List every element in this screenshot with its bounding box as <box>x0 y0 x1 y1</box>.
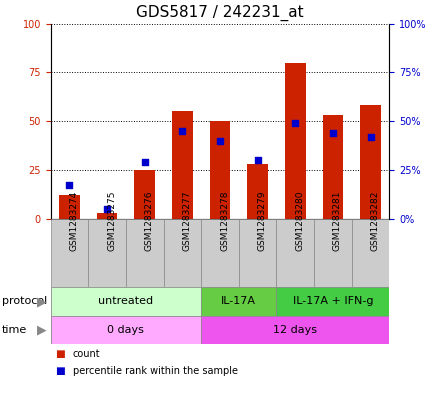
Text: GSM1283277: GSM1283277 <box>182 190 191 251</box>
Point <box>179 128 186 134</box>
Bar <box>247 164 268 219</box>
FancyBboxPatch shape <box>314 219 352 287</box>
Point <box>367 134 374 140</box>
Point <box>216 138 224 144</box>
Text: GSM1283280: GSM1283280 <box>295 190 304 251</box>
FancyBboxPatch shape <box>201 287 276 316</box>
Text: ▶: ▶ <box>37 323 46 336</box>
Text: 12 days: 12 days <box>273 325 317 335</box>
Text: time: time <box>2 325 27 335</box>
Text: GSM1283282: GSM1283282 <box>370 190 380 251</box>
FancyBboxPatch shape <box>201 219 239 287</box>
Point <box>66 182 73 189</box>
Text: IL-17A: IL-17A <box>221 296 257 307</box>
Point <box>103 206 110 212</box>
Text: GDS5817 / 242231_at: GDS5817 / 242231_at <box>136 5 304 21</box>
FancyBboxPatch shape <box>276 219 314 287</box>
Text: percentile rank within the sample: percentile rank within the sample <box>73 366 238 376</box>
FancyBboxPatch shape <box>51 316 201 344</box>
FancyBboxPatch shape <box>352 219 389 287</box>
FancyBboxPatch shape <box>164 219 201 287</box>
Text: GSM1283276: GSM1283276 <box>145 190 154 251</box>
Point <box>141 159 148 165</box>
Text: ■: ■ <box>55 349 65 359</box>
Text: GSM1283278: GSM1283278 <box>220 190 229 251</box>
Bar <box>172 111 193 219</box>
Bar <box>323 115 343 219</box>
Text: protocol: protocol <box>2 296 48 307</box>
Text: GSM1283279: GSM1283279 <box>258 190 267 251</box>
Text: count: count <box>73 349 100 359</box>
Bar <box>360 105 381 219</box>
FancyBboxPatch shape <box>276 287 389 316</box>
Text: ▶: ▶ <box>37 295 46 308</box>
FancyBboxPatch shape <box>126 219 164 287</box>
Text: untreated: untreated <box>98 296 154 307</box>
Bar <box>59 195 80 219</box>
Point <box>330 130 337 136</box>
Point <box>292 120 299 126</box>
FancyBboxPatch shape <box>51 287 201 316</box>
FancyBboxPatch shape <box>201 316 389 344</box>
Text: GSM1283275: GSM1283275 <box>107 190 116 251</box>
Bar <box>209 121 231 219</box>
Bar <box>97 213 117 219</box>
Bar <box>285 62 306 219</box>
FancyBboxPatch shape <box>88 219 126 287</box>
FancyBboxPatch shape <box>51 219 88 287</box>
Text: IL-17A + IFN-g: IL-17A + IFN-g <box>293 296 373 307</box>
Text: ■: ■ <box>55 366 65 376</box>
Text: GSM1283281: GSM1283281 <box>333 190 342 251</box>
Text: 0 days: 0 days <box>107 325 144 335</box>
FancyBboxPatch shape <box>239 219 276 287</box>
Point <box>254 157 261 163</box>
Text: GSM1283274: GSM1283274 <box>70 190 78 251</box>
Bar <box>134 170 155 219</box>
